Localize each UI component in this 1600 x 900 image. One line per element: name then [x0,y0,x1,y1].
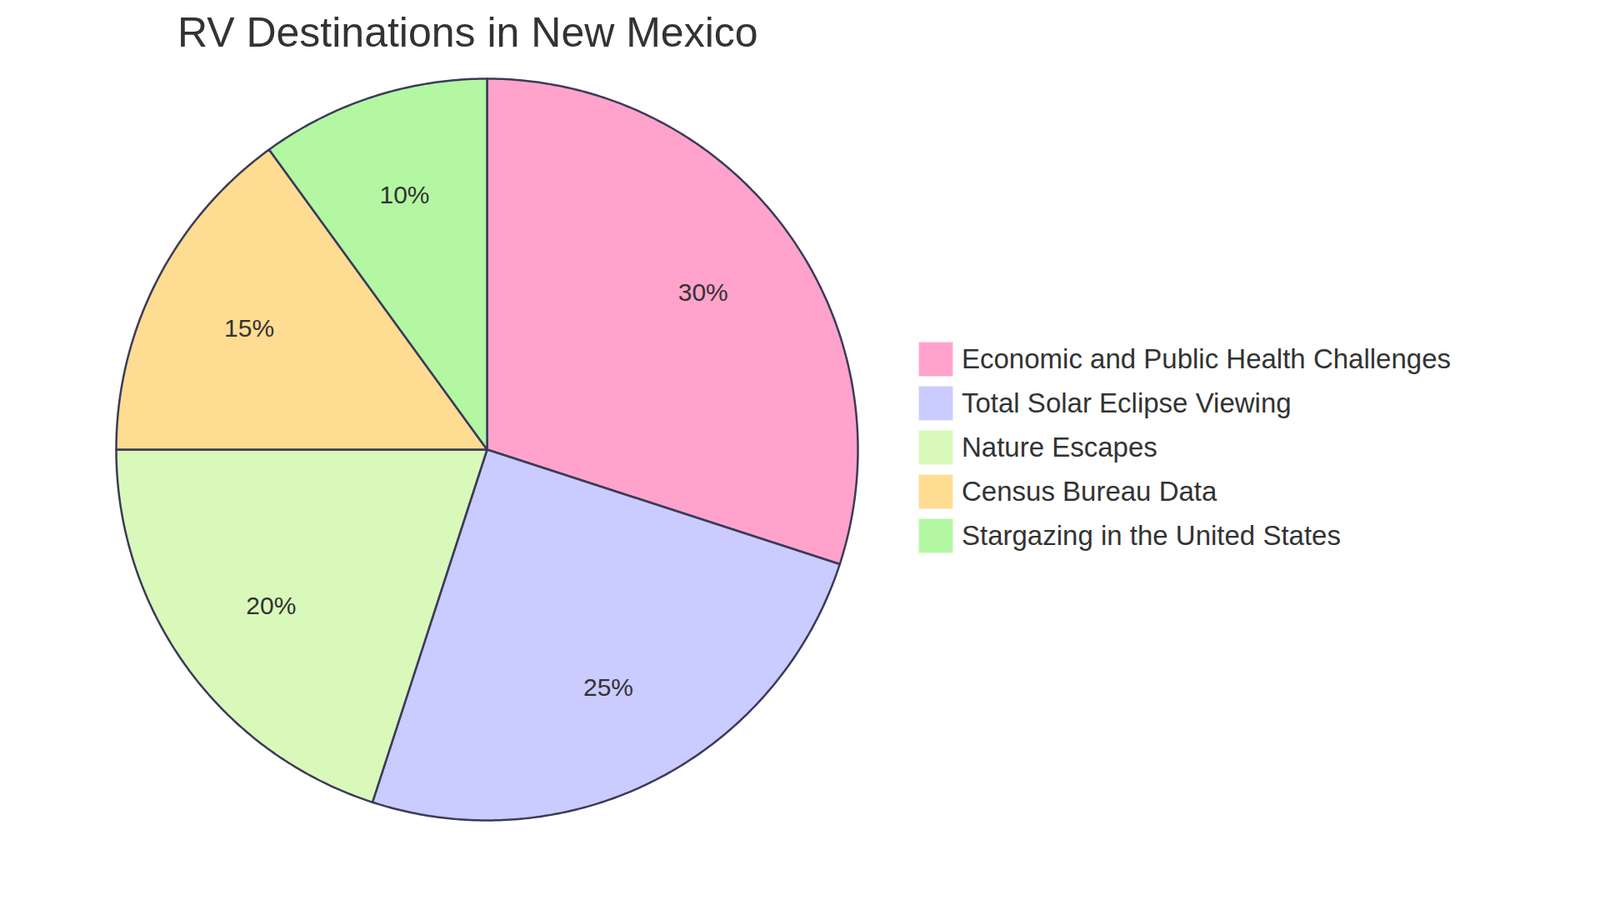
svg-text:25%: 25% [583,673,634,701]
svg-text:20%: 20% [245,591,296,620]
svg-text:30%: 30% [678,278,729,306]
html-text:Census Bureau Data: Census Bureau Data [961,475,1217,507]
svg-text:15%: 15% [224,314,275,342]
html-text:Total Solar Eclipse Viewing: Total Solar Eclipse Viewing [961,387,1292,418]
html-text:Nature Escapes: Nature Escapes [961,431,1158,463]
svg-text:10%: 10% [379,180,430,209]
html-text:Economic and Public Health Cha: Economic and Public Health Challenges [961,342,1451,374]
html-text:RV Destinations in New Mexico: RV Destinations in New Mexico [177,9,758,56]
html-text:Stargazing in the United State: Stargazing in the United States [961,519,1341,551]
